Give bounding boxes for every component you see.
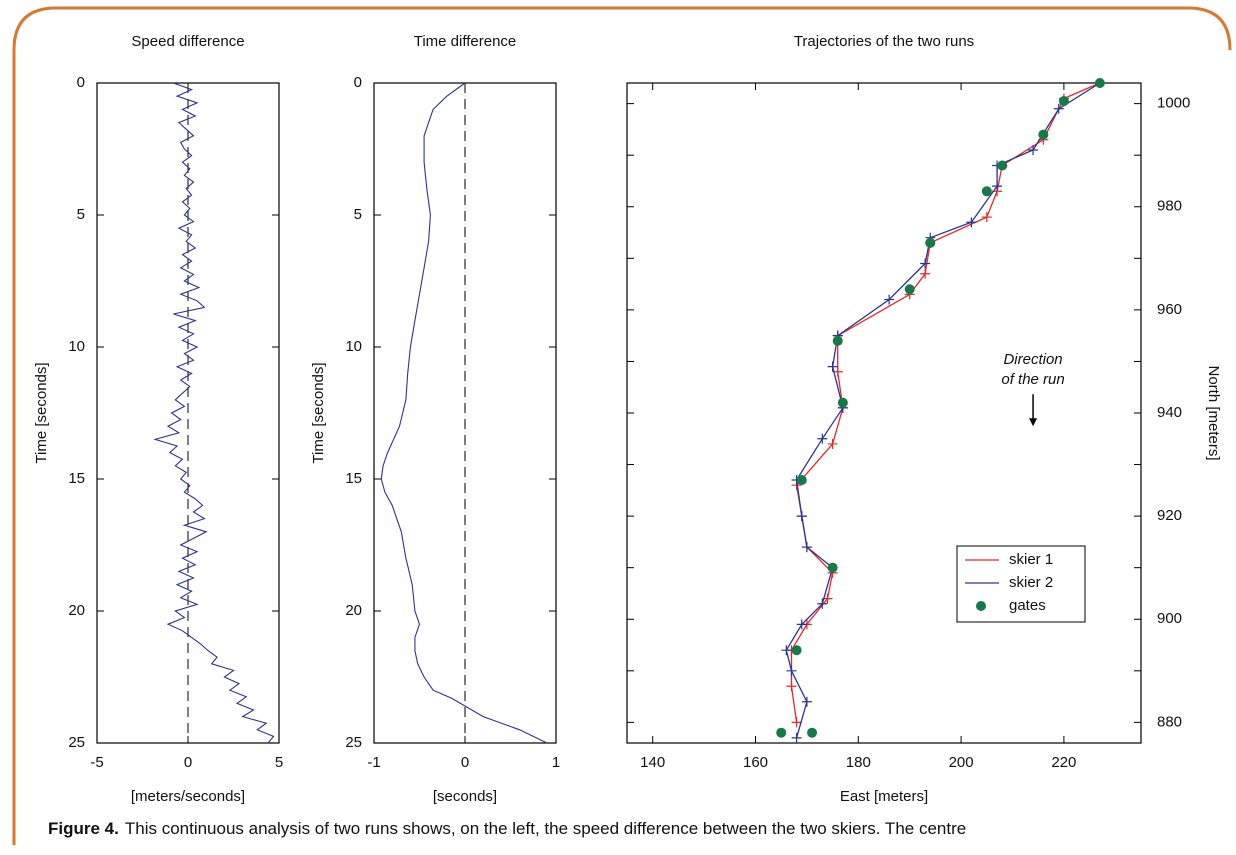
point-marker [981, 212, 992, 223]
caption: Figure 4. This continuous analysis of two… [48, 819, 966, 838]
gate [1094, 78, 1105, 88]
y-tick-label: 880 [1157, 713, 1182, 730]
point-marker [817, 598, 828, 609]
x-tick-label: 5 [275, 754, 283, 771]
point-marker [1053, 103, 1064, 114]
y-tick-label: 10 [68, 338, 85, 355]
y-tick-label: 960 [1157, 301, 1182, 318]
point-marker [827, 361, 838, 372]
gate [981, 186, 992, 197]
y-tick-label: 900 [1157, 610, 1182, 627]
caption-label: Figure 4. [48, 819, 119, 838]
point-marker [791, 732, 802, 743]
gate [997, 160, 1008, 171]
y-tick-label: 15 [68, 470, 85, 487]
legend-label: gates [1009, 597, 1046, 614]
point-marker [920, 258, 931, 269]
gate [904, 284, 915, 295]
point-marker [796, 619, 807, 630]
point-marker [801, 542, 812, 553]
y-tick-label: 15 [345, 470, 362, 487]
annotation-arrowhead [1029, 418, 1038, 427]
x-axis-label: East [meters] [840, 788, 928, 805]
legend-label: skier 1 [1009, 551, 1053, 568]
gate [1038, 129, 1049, 140]
gate [1058, 96, 1069, 107]
x-tick-label: -5 [90, 754, 103, 771]
point-marker [817, 433, 828, 444]
x-tick-label: 0 [184, 754, 192, 771]
annotation-line: of the run [1001, 371, 1064, 388]
y-tick-label: 20 [345, 602, 362, 619]
point-marker [791, 717, 802, 728]
x-tick-label: 180 [846, 754, 871, 771]
x-tick-label: 0 [461, 754, 469, 771]
gate [776, 727, 787, 738]
x-tick-label: 140 [640, 754, 665, 771]
gate [796, 475, 807, 486]
y-tick-label: 5 [77, 206, 85, 223]
gate [827, 562, 838, 573]
point-marker [796, 511, 807, 522]
point-marker [992, 181, 1003, 192]
plot-frame [626, 82, 1142, 744]
point-marker [920, 268, 931, 279]
annotation-line: Direction [1003, 351, 1062, 368]
data-line [380, 82, 548, 744]
y-tick-label: 20 [68, 602, 85, 619]
x-tick-label: -1 [367, 754, 380, 771]
y-axis-label: North [meters] [1205, 365, 1222, 460]
legend-label: skier 2 [1009, 574, 1053, 591]
x-axis-label: [meters/seconds] [131, 788, 245, 805]
x-axis-label: [seconds] [433, 788, 497, 805]
y-tick-label: 25 [68, 734, 85, 751]
data-line [153, 82, 275, 744]
point-marker [827, 438, 838, 449]
y-tick-label: 980 [1157, 198, 1182, 215]
point-marker [966, 217, 977, 228]
point-marker [786, 681, 797, 692]
x-tick-label: 200 [949, 754, 974, 771]
gate [925, 237, 936, 248]
point-marker [786, 665, 797, 676]
x-tick-label: 1 [552, 754, 560, 771]
caption-text: This continuous analysis of two runs sho… [125, 819, 966, 838]
gate [837, 397, 848, 408]
y-axis-label: Time [seconds] [33, 362, 50, 463]
y-tick-label: 10 [345, 338, 362, 355]
legend-swatch [976, 601, 986, 611]
annotation: Direction of the run [1001, 351, 1064, 388]
chart-title: Time difference [414, 33, 517, 50]
y-tick-label: 1000 [1157, 95, 1190, 112]
figure-frame [12, 6, 1232, 845]
point-marker [1028, 145, 1039, 156]
y-axis-label: Time [seconds] [310, 362, 327, 463]
y-tick-label: 0 [354, 74, 362, 91]
chart-title: Trajectories of the two runs [794, 33, 974, 50]
x-tick-label: 220 [1051, 754, 1076, 771]
point-marker [884, 294, 895, 305]
point-marker [781, 645, 792, 656]
y-tick-label: 920 [1157, 507, 1182, 524]
y-tick-label: 940 [1157, 404, 1182, 421]
point-marker [801, 696, 812, 707]
y-tick-label: 25 [345, 734, 362, 751]
y-tick-label: 5 [354, 206, 362, 223]
y-tick-label: 0 [77, 74, 85, 91]
gate [791, 645, 802, 656]
chart-title: Speed difference [131, 33, 244, 50]
gate [832, 335, 843, 346]
gate [807, 727, 818, 738]
x-tick-label: 160 [743, 754, 768, 771]
trajectory-line [790, 82, 1101, 723]
trajectory-line [785, 82, 1101, 738]
